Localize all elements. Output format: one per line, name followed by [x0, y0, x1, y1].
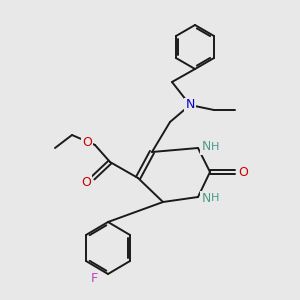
Text: N: N	[201, 140, 211, 154]
Text: H: H	[211, 193, 219, 203]
Text: F: F	[90, 272, 98, 286]
Text: N: N	[201, 191, 211, 205]
Text: O: O	[238, 166, 248, 178]
Text: N: N	[185, 98, 195, 112]
Text: O: O	[82, 136, 92, 148]
Text: H: H	[211, 142, 219, 152]
Text: O: O	[81, 176, 91, 188]
